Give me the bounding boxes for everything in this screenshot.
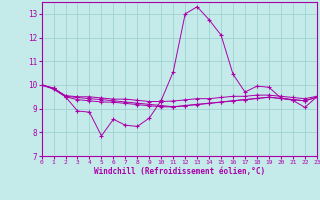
X-axis label: Windchill (Refroidissement éolien,°C): Windchill (Refroidissement éolien,°C) (94, 167, 265, 176)
